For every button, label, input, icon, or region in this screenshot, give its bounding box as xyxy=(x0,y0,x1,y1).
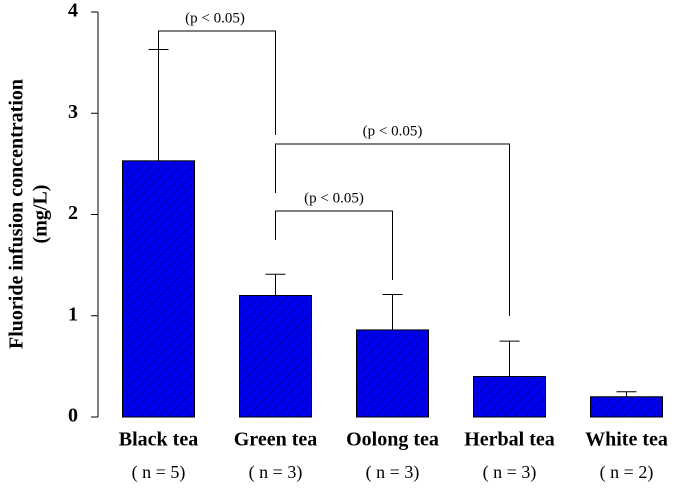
bar-hatch xyxy=(590,396,663,417)
sample-size: ( n = 3) xyxy=(366,462,420,483)
y-tick-label: 1 xyxy=(68,303,78,325)
y-tick-label: 4 xyxy=(68,0,78,22)
significance-bracket xyxy=(275,143,510,316)
x-tick-label: Herbal tea xyxy=(464,429,555,451)
bar-hatch xyxy=(122,160,195,417)
sample-size: ( n = 3) xyxy=(483,462,537,483)
significance-bracket xyxy=(158,30,276,135)
sample-size: ( n = 5) xyxy=(132,462,186,483)
sample-size: ( n = 3) xyxy=(249,462,303,483)
y-axis-label: Fluoride infusion concentration xyxy=(6,79,28,349)
y-tick-label: 3 xyxy=(68,101,78,123)
y-tick-label: 2 xyxy=(68,202,78,224)
x-tick-label: White tea xyxy=(585,429,668,451)
bar-hatch xyxy=(473,376,546,417)
annotation: (p < 0.05) xyxy=(304,190,364,206)
annotation: (p < 0.05) xyxy=(185,10,245,26)
x-tick-label: Green tea xyxy=(234,429,318,451)
annotation: (p < 0.05) xyxy=(363,123,423,139)
significance-bracket xyxy=(275,210,393,280)
x-tick-label: Black tea xyxy=(119,429,198,451)
sample-size: ( n = 2) xyxy=(600,462,654,483)
x-tick-label: Oolong tea xyxy=(346,429,439,451)
y-tick-label: 0 xyxy=(68,405,78,427)
y-axis-label: (mg/L) xyxy=(30,185,52,244)
bar-hatch xyxy=(356,329,429,417)
bar-hatch xyxy=(239,295,312,417)
